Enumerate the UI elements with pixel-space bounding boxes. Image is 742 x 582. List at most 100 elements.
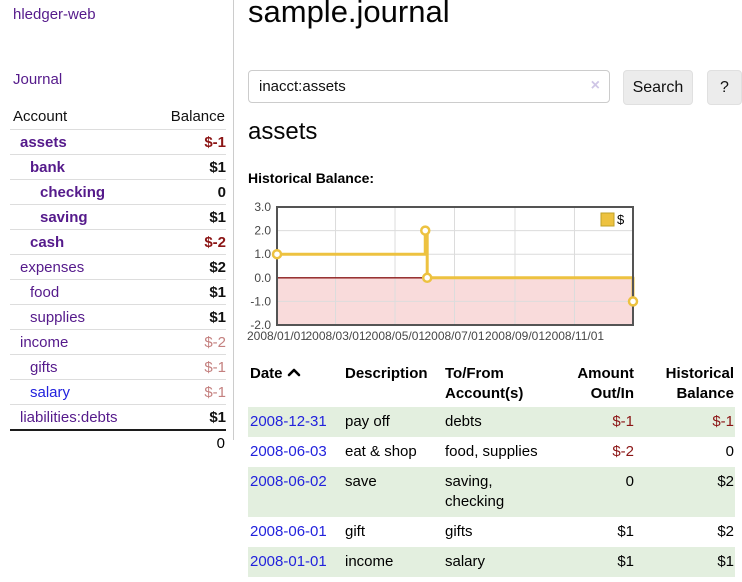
account-row: food $1 <box>10 279 226 305</box>
register-balance: $2 <box>717 523 734 540</box>
main-content: sample.journal × Search ? assets Histori… <box>247 0 742 582</box>
page-title: sample.journal <box>248 0 450 29</box>
y-tick-label: -2.0 <box>250 318 271 332</box>
account-balance: 0 <box>217 184 226 201</box>
data-point-marker <box>627 296 639 307</box>
account-row: expenses $2 <box>10 254 226 280</box>
y-tick-label: 3.0 <box>254 200 271 214</box>
register-date-link[interactable]: 2008-06-02 <box>250 473 327 490</box>
account-row: bank $1 <box>10 154 226 180</box>
sidebar-account-link[interactable]: liabilities:debts <box>20 409 118 426</box>
y-tick-label: 1.0 <box>254 247 271 261</box>
sidebar-account-link[interactable]: gifts <box>30 359 58 376</box>
register-date-link[interactable]: 2008-06-03 <box>250 443 327 460</box>
sidebar-account-link[interactable]: supplies <box>30 309 86 326</box>
register-accounts: salary <box>445 553 486 570</box>
sort-ascending-icon <box>287 364 301 384</box>
account-row: supplies $1 <box>10 304 226 330</box>
sidebar-account-link[interactable]: income <box>20 334 69 351</box>
account-row: assets $-1 <box>10 129 226 155</box>
register-date-link[interactable]: 2008-12-31 <box>250 413 327 430</box>
chart-heading: Historical Balance: <box>248 170 375 186</box>
accounts-header-balance: Balance <box>170 108 225 125</box>
register-description: gift <box>345 523 366 540</box>
sidebar-account-link[interactable]: salary <box>30 384 71 401</box>
register-amount: $-1 <box>612 413 634 430</box>
account-row: liabilities:debts $1 <box>10 404 226 431</box>
register-table-body: 2008-12-31 pay off debts $-1 $-1 2008-06-03 ea… <box>248 407 735 577</box>
accounts-total-row: 0 <box>10 430 226 455</box>
register-header-date[interactable]: Date <box>248 362 345 407</box>
register-amount: 0 <box>625 473 634 490</box>
register-accounts: debts <box>445 413 482 430</box>
register-description: eat & shop <box>345 443 417 460</box>
account-balance: $-1 <box>204 384 226 401</box>
data-point-marker <box>421 272 433 284</box>
search-input[interactable] <box>248 70 610 103</box>
register-header-accounts: To/From Account(s) <box>445 365 524 402</box>
x-tick-label: 2008/09/01 <box>485 329 545 343</box>
app-brand[interactable]: hledger-web <box>13 6 96 23</box>
account-balance: $1 <box>209 209 226 226</box>
register-balance: $2 <box>717 473 734 490</box>
register-row: 2008-06-03 eat & shop food, supplies $-2 0 <box>248 437 735 467</box>
account-balance: $-2 <box>204 334 226 351</box>
clear-search-icon[interactable]: × <box>590 77 600 94</box>
register-row: 2008-06-02 save saving, checking 0 $2 <box>248 467 735 517</box>
sidebar-account-link[interactable]: cash <box>30 234 65 251</box>
account-balance: $1 <box>209 284 226 301</box>
register-accounts: saving, checking <box>445 473 505 510</box>
x-tick-label: 2008/05/01 <box>365 329 425 343</box>
sidebar-account-link[interactable]: bank <box>30 159 66 176</box>
legend-label: $ <box>617 212 625 227</box>
register-balance: $-1 <box>712 413 734 430</box>
register-table: Date Description To/From Account(s) Amou… <box>248 362 735 577</box>
register-amount: $-2 <box>612 443 634 460</box>
register-balance: $1 <box>717 553 734 570</box>
account-heading: assets <box>248 118 318 145</box>
register-row: 2008-06-01 gift gifts $1 $2 <box>248 517 735 547</box>
y-tick-label: 0.0 <box>254 271 271 285</box>
sidebar: hledger-web Journal Account Balance asse… <box>0 0 234 452</box>
accounts-header-row: Account Balance <box>10 104 226 130</box>
register-description: pay off <box>345 413 390 430</box>
register-accounts: food, supplies <box>445 443 538 460</box>
spacer <box>10 430 150 455</box>
account-balance: $-1 <box>204 359 226 376</box>
accounts-table-body: assets $-1 bank $1 checking 0 saving $1 cash $-2 e… <box>10 129 226 431</box>
search-button[interactable]: Search <box>623 70 693 105</box>
register-date-link[interactable]: 2008-01-01 <box>250 553 327 570</box>
account-balance: $1 <box>209 159 226 176</box>
register-header-amount: Amount Out/In <box>577 365 634 402</box>
search-help-button[interactable]: ? <box>706 70 742 105</box>
account-balance: $-2 <box>204 234 226 251</box>
register-description: income <box>345 553 394 570</box>
register-date-link[interactable]: 2008-06-01 <box>250 523 327 540</box>
account-row: gifts $-1 <box>10 354 226 380</box>
account-row: income $-2 <box>10 329 226 355</box>
x-tick-label: 2008/03/01 <box>305 329 365 343</box>
sidebar-account-link[interactable]: checking <box>40 184 106 201</box>
sidebar-account-link[interactable]: assets <box>20 134 67 151</box>
register-row: 2008-01-01 income salary $1 $1 <box>248 547 735 577</box>
plot-border <box>276 206 634 326</box>
sidebar-account-link[interactable]: expenses <box>20 259 85 276</box>
sidebar-account-link[interactable]: food <box>30 284 60 301</box>
accounts-header-account: Account <box>13 108 68 125</box>
account-balance: $1 <box>209 309 226 326</box>
x-tick-label: 2008/07/01 <box>424 329 484 343</box>
x-tick-label: 2008/01/01 <box>247 329 307 343</box>
legend-swatch <box>600 212 615 227</box>
sidebar-account-link[interactable]: saving <box>40 209 88 226</box>
search-form: × Search ? <box>248 70 742 105</box>
account-row: salary $-1 <box>10 379 226 405</box>
register-amount: $1 <box>617 553 634 570</box>
historical-balance-chart: 3.0 2.0 1.0 0.0 -1.0 -2.02008/01/012008/03/01… <box>247 200 639 343</box>
data-point-marker <box>271 248 283 260</box>
accounts-total-value: 0 <box>216 435 225 452</box>
account-balance: $-1 <box>204 134 226 151</box>
search-input-wrap: × <box>248 70 610 105</box>
account-balance: $2 <box>209 259 226 276</box>
y-tick-label: 2.0 <box>254 224 271 238</box>
journal-link[interactable]: Journal <box>13 71 63 88</box>
